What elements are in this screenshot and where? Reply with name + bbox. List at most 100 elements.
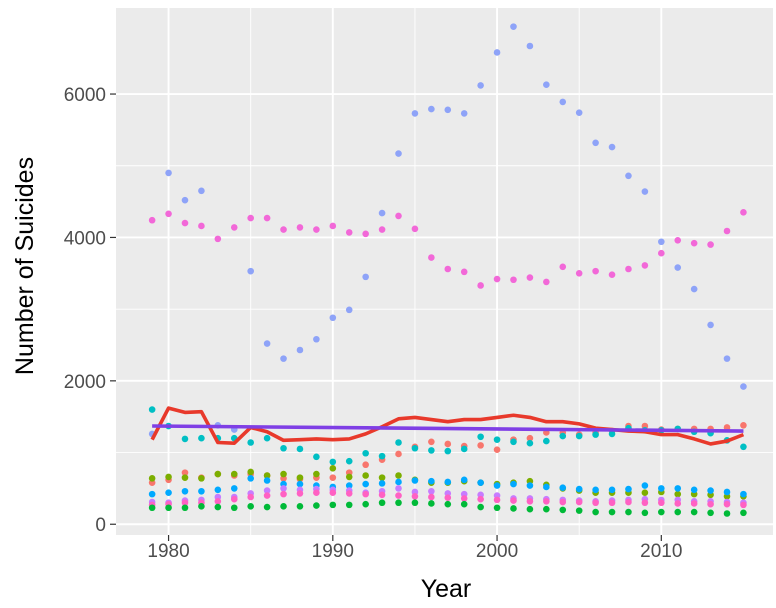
data-point bbox=[477, 495, 484, 503]
data-point bbox=[345, 501, 353, 509]
data-point bbox=[378, 499, 386, 507]
data-point bbox=[198, 222, 205, 230]
data-point bbox=[510, 505, 517, 512]
data-point bbox=[247, 214, 254, 222]
data-point bbox=[428, 487, 435, 495]
data-point bbox=[575, 498, 583, 506]
data-point bbox=[575, 485, 583, 493]
data-point bbox=[313, 335, 320, 343]
data-point bbox=[625, 172, 632, 180]
data-point bbox=[707, 321, 714, 329]
data-point bbox=[198, 487, 205, 495]
data-point bbox=[477, 479, 484, 486]
data-point bbox=[148, 216, 156, 224]
data-point bbox=[313, 470, 320, 478]
data-point bbox=[526, 482, 534, 489]
data-point bbox=[362, 461, 369, 469]
data-point bbox=[329, 458, 337, 466]
data-point bbox=[165, 473, 172, 481]
data-point bbox=[362, 500, 369, 508]
data-point bbox=[263, 477, 271, 484]
data-point bbox=[362, 472, 369, 479]
data-point bbox=[296, 224, 304, 231]
data-point bbox=[263, 340, 271, 347]
data-point bbox=[247, 475, 254, 482]
data-point bbox=[230, 495, 238, 503]
data-point bbox=[428, 447, 435, 454]
data-point bbox=[181, 196, 189, 204]
data-point bbox=[165, 504, 172, 512]
data-point bbox=[559, 98, 567, 106]
x-tick-label: 2010 bbox=[640, 541, 682, 562]
data-point bbox=[313, 453, 320, 461]
plot-panel bbox=[116, 8, 773, 535]
data-point bbox=[296, 445, 304, 453]
data-point bbox=[510, 276, 517, 284]
data-point bbox=[641, 509, 649, 517]
data-point bbox=[477, 282, 484, 289]
data-point bbox=[559, 506, 567, 514]
data-point bbox=[411, 499, 419, 507]
data-point bbox=[378, 209, 386, 217]
data-point bbox=[559, 498, 567, 506]
data-point bbox=[181, 219, 189, 227]
data-point bbox=[313, 502, 320, 509]
data-point bbox=[510, 480, 517, 488]
data-point bbox=[493, 496, 501, 504]
data-point bbox=[526, 439, 534, 447]
data-point bbox=[658, 485, 665, 492]
data-point bbox=[411, 492, 419, 500]
data-point bbox=[378, 474, 386, 481]
data-point bbox=[608, 430, 616, 438]
data-point bbox=[641, 188, 649, 195]
data-point bbox=[181, 487, 189, 495]
trend-lines bbox=[150, 406, 745, 446]
x-tick-label: 1980 bbox=[147, 541, 189, 562]
data-point bbox=[460, 445, 468, 453]
x-tick-label: 2000 bbox=[476, 541, 518, 562]
data-point bbox=[460, 268, 468, 276]
data-point bbox=[460, 110, 468, 117]
y-tick-label: 6000 bbox=[64, 85, 106, 106]
data-point bbox=[329, 489, 337, 496]
data-point bbox=[165, 169, 172, 177]
data-point bbox=[181, 499, 189, 507]
data-point bbox=[165, 210, 172, 218]
data-point bbox=[329, 222, 337, 230]
data-point bbox=[608, 508, 616, 516]
data-point bbox=[247, 267, 254, 275]
data-point bbox=[230, 470, 238, 478]
data-point bbox=[707, 487, 714, 494]
data-point bbox=[444, 478, 452, 486]
data-point bbox=[263, 214, 271, 222]
data-point bbox=[280, 355, 287, 362]
data-point bbox=[395, 485, 402, 492]
data-point bbox=[345, 473, 353, 481]
data-point bbox=[690, 500, 698, 507]
data-point bbox=[740, 490, 747, 498]
data-point bbox=[641, 262, 649, 269]
data-point bbox=[592, 267, 599, 275]
data-point bbox=[723, 488, 731, 496]
data-point bbox=[345, 306, 353, 314]
data-point bbox=[247, 493, 254, 501]
data-point bbox=[313, 226, 320, 233]
data-point bbox=[296, 503, 304, 510]
data-point bbox=[707, 241, 714, 248]
data-point bbox=[543, 278, 550, 286]
data-point bbox=[526, 274, 534, 281]
y-tick-label: 2000 bbox=[64, 372, 106, 393]
data-point bbox=[296, 474, 304, 481]
data-point bbox=[674, 485, 682, 492]
data-point bbox=[329, 465, 337, 472]
data-point bbox=[230, 224, 238, 231]
data-point bbox=[214, 486, 222, 494]
data-point bbox=[395, 478, 402, 486]
data-point bbox=[428, 105, 435, 113]
data-point bbox=[378, 491, 386, 499]
data-point bbox=[641, 499, 649, 507]
data-point bbox=[263, 487, 271, 494]
data-point bbox=[198, 503, 205, 510]
data-point bbox=[674, 508, 682, 516]
data-point bbox=[428, 500, 435, 507]
